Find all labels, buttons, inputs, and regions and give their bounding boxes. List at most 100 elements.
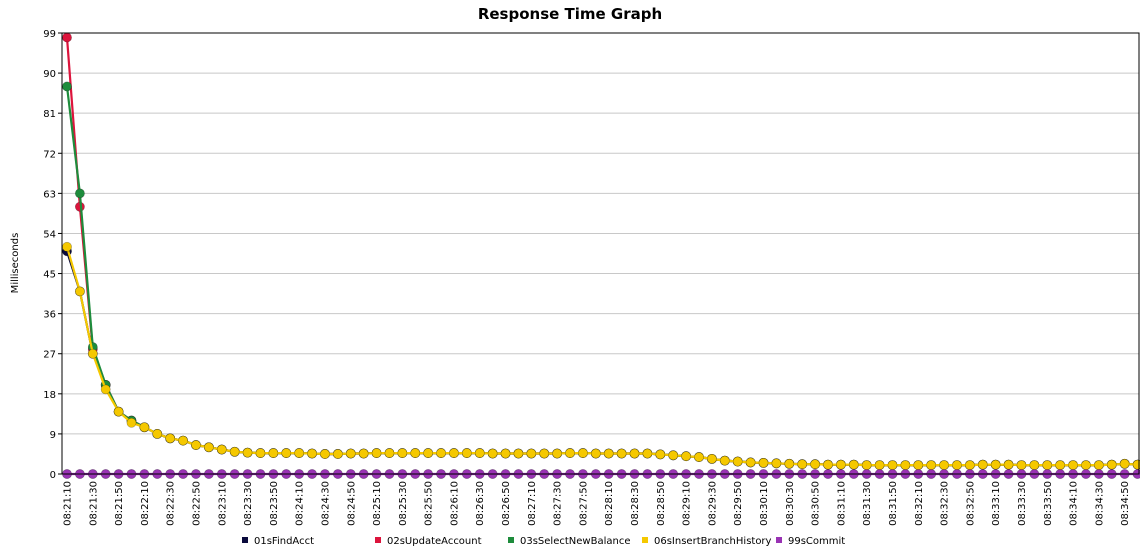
data-point — [1106, 459, 1117, 470]
data-point — [397, 448, 408, 458]
data-point — [1081, 460, 1091, 470]
data-point — [848, 459, 859, 470]
data-point — [771, 458, 782, 469]
x-tick-label: 08:21:10 — [63, 481, 74, 526]
x-tick-label: 08:24:10 — [295, 481, 306, 526]
data-point — [835, 459, 846, 470]
x-tick-label: 08:33:10 — [991, 481, 1002, 526]
data-point — [74, 286, 85, 297]
data-point — [552, 448, 563, 459]
x-tick-label: 08:28:30 — [630, 481, 641, 526]
series-06sInsertBranchHistory — [62, 241, 1140, 470]
x-tick-label: 08:24:30 — [320, 481, 331, 526]
y-axis-ticks: 0 9 18 27 36 45 54 63 72 81 90 99 — [43, 29, 62, 481]
data-point — [62, 241, 72, 252]
series-02sUpdateAccount — [62, 32, 1140, 470]
data-point — [1132, 459, 1140, 470]
y-tick-label: 63 — [43, 189, 56, 200]
data-point — [1119, 458, 1130, 469]
data-point — [320, 449, 330, 459]
data-point — [526, 448, 537, 459]
data-point — [410, 448, 421, 458]
x-tick-label: 08:31:10 — [836, 481, 847, 526]
x-tick-label: 08:22:10 — [140, 481, 151, 526]
data-point — [719, 455, 730, 466]
legend-label: 02sUpdateAccount — [387, 536, 482, 547]
x-tick-label: 08:23:30 — [243, 481, 254, 526]
data-point — [1068, 460, 1078, 470]
x-tick-label: 08:25:30 — [398, 481, 409, 526]
data-point — [1055, 460, 1066, 470]
data-point — [939, 460, 949, 470]
data-point — [900, 460, 911, 470]
series-line — [65, 86, 1138, 467]
data-point — [655, 449, 666, 460]
data-point — [1003, 459, 1014, 470]
x-tick-label: 08:23:50 — [269, 481, 280, 526]
series-03sSelectNewBalance — [62, 81, 1140, 470]
legend-swatch — [242, 537, 248, 543]
data-point — [732, 456, 743, 467]
data-point — [100, 384, 111, 395]
x-tick-label: 08:24:50 — [346, 481, 357, 526]
legend-swatch — [375, 537, 381, 543]
legend: 01sFindAcct 02sUpdateAccount 03sSelectNewB… — [242, 536, 845, 547]
data-point — [642, 448, 653, 459]
data-point — [358, 448, 369, 459]
data-point — [810, 459, 820, 470]
x-tick-label: 08:29:10 — [682, 481, 693, 526]
data-point — [191, 440, 201, 450]
data-point — [977, 459, 988, 470]
y-tick-label: 0 — [50, 470, 56, 481]
data-point — [178, 435, 188, 446]
x-tick-label: 08:26:10 — [449, 481, 460, 526]
data-point — [474, 448, 485, 458]
y-tick-label: 90 — [43, 69, 56, 80]
x-tick-label: 08:32:50 — [965, 481, 976, 526]
x-tick-label: 08:21:50 — [114, 481, 125, 526]
x-tick-label: 08:32:30 — [940, 481, 951, 526]
series-line — [65, 250, 1138, 467]
x-tick-label: 08:32:10 — [914, 481, 925, 526]
data-point — [113, 406, 124, 417]
data-point — [139, 422, 150, 433]
data-point — [152, 429, 163, 439]
data-point — [62, 32, 72, 43]
data-point — [87, 348, 98, 359]
x-tick-label: 08:26:50 — [501, 481, 512, 526]
legend-swatch — [642, 537, 648, 543]
data-point — [694, 452, 704, 462]
legend-label: 99sCommit — [788, 536, 845, 547]
data-point — [616, 448, 627, 459]
x-tick-label: 08:22:50 — [191, 481, 202, 526]
x-tick-label: 08:27:50 — [578, 481, 589, 526]
x-tick-label: 08:26:30 — [475, 481, 486, 526]
y-tick-label: 81 — [43, 109, 56, 120]
data-point — [578, 448, 588, 458]
data-point — [242, 447, 253, 458]
x-tick-label: 08:34:30 — [1094, 481, 1105, 526]
data-point — [887, 460, 898, 470]
data-point — [668, 450, 679, 461]
data-point — [629, 448, 640, 459]
x-tick-label: 08:21:30 — [88, 481, 99, 526]
x-axis-ticks: 08:21:10 08:21:30 08:21:50 08:22:10 08:22:30… — [63, 474, 1131, 526]
legend-swatch — [508, 537, 514, 543]
data-point — [1042, 460, 1053, 470]
legend-swatch — [776, 537, 782, 543]
data-point — [423, 448, 434, 458]
x-tick-label: 08:25:10 — [372, 481, 383, 526]
y-tick-label: 18 — [43, 390, 56, 401]
y-tick-label: 36 — [43, 310, 56, 321]
x-tick-label: 08:29:30 — [707, 481, 718, 526]
y-tick-label: 9 — [50, 430, 56, 441]
data-point — [1093, 460, 1104, 470]
data-point — [913, 460, 924, 470]
x-tick-label: 08:30:50 — [811, 481, 822, 526]
x-tick-label: 08:31:30 — [862, 481, 873, 526]
data-point — [281, 448, 292, 458]
legend-label: 01sFindAcct — [254, 536, 314, 547]
data-point — [681, 451, 692, 462]
series-line — [65, 37, 1138, 467]
legend-label: 06sInsertBranchHistory — [654, 536, 772, 547]
